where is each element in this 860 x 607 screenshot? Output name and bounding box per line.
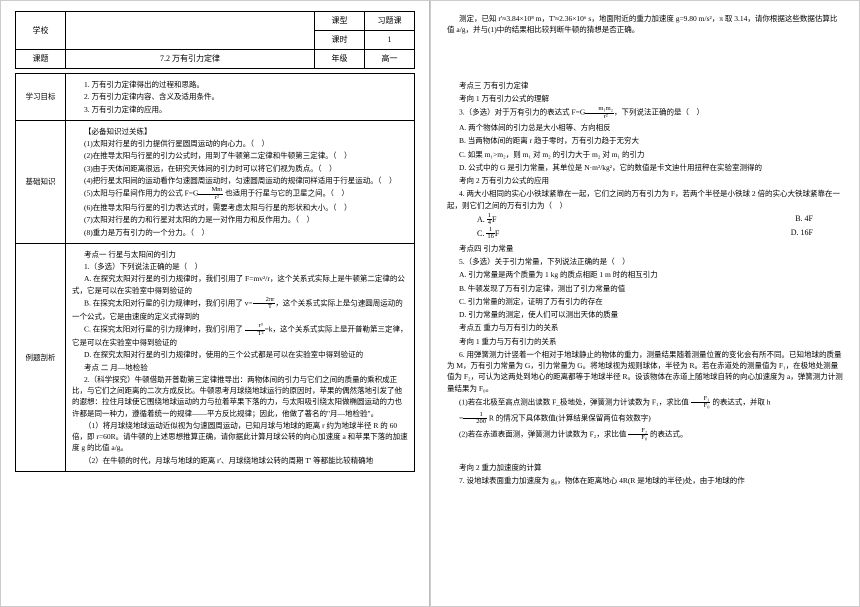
spacer — [447, 38, 843, 78]
basic-2: (2)在推导太阳与行星的引力公式时，用到了牛顿第二定律和牛顿第三定律。（ ） — [72, 150, 408, 161]
ex-q2a: （1）将月球绕地球运动近似视为匀速圆周运动，已知月球与地球的距离 r 约为地球半… — [72, 420, 408, 454]
basic-title: 【必备知识过关练】 — [72, 126, 408, 137]
q4a: A. 14F — [477, 213, 496, 227]
ex-a: A. 在探究太阳对行星的引力规律时，我们引用了 F=mv²/r，这个关系式实际上… — [72, 273, 408, 296]
frac-r3-t2: r³T² — [245, 323, 265, 337]
ex-q2b-a: （2）在牛顿的时代，月球与地球的距离 r'、月球绕地球公转的周期 T' 等都能比… — [72, 455, 408, 466]
right-page: 测定，已知 r'≈3.84×10⁸ m，T'≈2.36×10⁶ s，地面附近的重… — [430, 0, 860, 607]
q5a: A. 引力常量是两个质量为 1 kg 的质点相距 1 m 时的相互引力 — [447, 269, 843, 280]
ex-kp1: 考点一 行星与太阳间的引力 — [72, 249, 408, 260]
ktype-label: 课型 — [315, 12, 365, 31]
kshi-val: 1 — [365, 31, 415, 50]
frac-f2-f0: F₂F₀ — [628, 428, 648, 442]
ex-d: D. 在探究太阳对行星的引力规律时，使用的三个公式都是可以在实验室中得到验证的 — [72, 349, 408, 360]
q4c: C. 116F — [477, 227, 499, 241]
q5b: B. 牛顿发现了万有引力定律，测出了引力常量的值 — [447, 283, 843, 294]
basic-1: (1)太阳对行星的引力提供行星圆周运动的向心力。（ ） — [72, 138, 408, 149]
q4-opts-2: C. 116F D. 16F — [447, 227, 843, 241]
ex-kp2: 考点 二 月—地检验 — [72, 362, 408, 373]
ex-b: B. 在探究太阳对行星的引力规律时，我们引用了 v=2πrT，这个关系式实际上是… — [72, 297, 408, 322]
example-label: 例题剖析 — [16, 243, 66, 471]
q3a: A. 两个物体间的引力总是大小相等、方向相反 — [447, 122, 843, 133]
kp3: 考点三 万有引力定律 — [447, 80, 843, 91]
goal-1: 1. 万有引力定律得出的过程和思路。 — [72, 79, 408, 90]
kp4: 考点四 引力常量 — [447, 243, 843, 254]
topic-val: 7.2 万有引力定律 — [66, 50, 315, 69]
kx2: 考向 2 万有引力公式的应用 — [447, 175, 843, 186]
frac-m1m2-r2: m₁m₂r² — [585, 106, 614, 120]
q6: 6. 用弹簧测力计竖着一个相对于地球静止的物体的重力，测量结果随着测量位置的变化… — [447, 349, 843, 394]
grade-val: 高一 — [365, 50, 415, 69]
q6-1: (1)若在北极至高点测出读数 F_极地处，弹簧测力计读数为 F₁，求比值 F₁F… — [447, 396, 843, 410]
goal-3: 3. 万有引力定律的应用。 — [72, 104, 408, 115]
goals-body: 1. 万有引力定律得出的过程和思路。 2. 万有引力定律内容、含义及适用条件。 … — [66, 74, 415, 121]
school-blank — [66, 12, 315, 50]
example-body: 考点一 行星与太阳间的引力 1.（多选）下列说法正确的是（ ） A. 在探究太阳… — [66, 243, 415, 471]
ktype-val: 习题课 — [365, 12, 415, 31]
kp5: 考点五 重力与万有引力的关系 — [447, 322, 843, 333]
q3c: C. 如果 m₁>m₂，则 m₁ 对 m₂ 的引力大于 m₂ 对 m₁ 的引力 — [447, 149, 843, 160]
q4d: D. 16F — [791, 227, 813, 241]
content-table: 学习目标 1. 万有引力定律得出的过程和思路。 2. 万有引力定律内容、含义及适… — [15, 73, 415, 472]
basic-7: (7)太阳对行星的力和行星对太阳的力是一对作用力和反作用力。（ ） — [72, 214, 408, 225]
ex-q2: 2.（科学探究）牛顿借助开普勒第三定律推导出：两物体间的引力与它们之间的质量的乘… — [72, 374, 408, 419]
grade-label: 年级 — [315, 50, 365, 69]
topic-label: 课题 — [16, 50, 66, 69]
q4b: B. 4F — [795, 213, 813, 227]
frac-mm-r2: Mmr² — [198, 187, 223, 201]
basic-3: (3)由于天体间距离很远，在研究天体间的引力时可以将它们视为质点。（ ） — [72, 163, 408, 174]
ex-c: C. 在探究太阳对行星的引力规律时，我们引用了 r³T²=k，这个关系式实际上是… — [72, 323, 408, 348]
basic-6: (6)在推导太阳与行星的引力表达式时，需要考虑太阳与行星的形状和大小。（ ） — [72, 202, 408, 213]
q6-2: (2)若在赤道表面测，弹簧测力计读数为 F₂，求比值 F₂F₀ 的表达式。 — [447, 428, 843, 442]
q3b: B. 当两物体间的距离 r 趋于零时，万有引力趋于无穷大 — [447, 135, 843, 146]
frac-f1-f0: F₁F₀ — [691, 396, 711, 410]
basic-5: (5)太阳与行星间作用力的公式 F=GMmr² 也适用于行星与它的卫星之间。（ … — [72, 187, 408, 201]
q5d: D. 引力常量的测定，使人们可以测出天体的质量 — [447, 309, 843, 320]
basic-label: 基础知识 — [16, 120, 66, 243]
q3: 3.（多选）对于万有引力的表达式 F=Gm₁m₂r²，下列说法正确的是（ ） — [447, 106, 843, 120]
q6-1c: =1200 R 的情况下具体数值(计算结果保留两位有效数字) — [447, 412, 843, 426]
ex-q2b-b: 测定，已知 r'≈3.84×10⁸ m，T'≈2.36×10⁶ s，地面附近的重… — [447, 13, 843, 36]
goals-label: 学习目标 — [16, 74, 66, 121]
basic-4: (4)把行星太阳间的运动看作匀速圆周运动时，匀速圆周运动的规律同样适用于行星运动… — [72, 175, 408, 186]
kx1: 考向 1 万有引力公式的理解 — [447, 93, 843, 104]
left-page: 学校 课型 习题课 课时 1 课题 7.2 万有引力定律 年级 高一 学习目标 … — [0, 0, 430, 607]
kshi-label: 课时 — [315, 31, 365, 50]
basic-body: 【必备知识过关练】 (1)太阳对行星的引力提供行星圆周运动的向心力。（ ） (2… — [66, 120, 415, 243]
basic-8: (8)重力是万有引力的一个分力。（ ） — [72, 227, 408, 238]
q5c: C. 引力常量的测定，证明了万有引力的存在 — [447, 296, 843, 307]
ex-q1: 1.（多选）下列说法正确的是（ ） — [72, 261, 408, 272]
q7: 7. 设地球表面重力加速度为 g₀，物体在距离地心 4R(R 是地球的半径)处，… — [447, 475, 843, 486]
q5: 5.（多选）关于引力常量，下列说法正确的是（ ） — [447, 256, 843, 267]
goal-2: 2. 万有引力定律内容、含义及适用条件。 — [72, 91, 408, 102]
frac-2pir-t: 2πrT — [253, 297, 276, 311]
frac-1-200: 1200 — [463, 412, 487, 426]
header-table: 学校 课型 习题课 课时 1 课题 7.2 万有引力定律 年级 高一 — [15, 11, 415, 69]
kx4: 考向 2 重力加速度的计算 — [447, 462, 843, 473]
school-label: 学校 — [16, 12, 66, 50]
kx3: 考向 1 重力与万有引力的关系 — [447, 336, 843, 347]
q4: 4. 两大小相同的实心小铁球紧靠在一起，它们之间的万有引力为 F，若两个半径是小… — [447, 188, 843, 211]
spacer-2 — [447, 444, 843, 460]
q3d: D. 公式中的 G 是引力常量，其单位是 N·m²/kg²，它的数值是卡文迪什用… — [447, 162, 843, 173]
q4-opts-1: A. 14F B. 4F — [447, 213, 843, 227]
